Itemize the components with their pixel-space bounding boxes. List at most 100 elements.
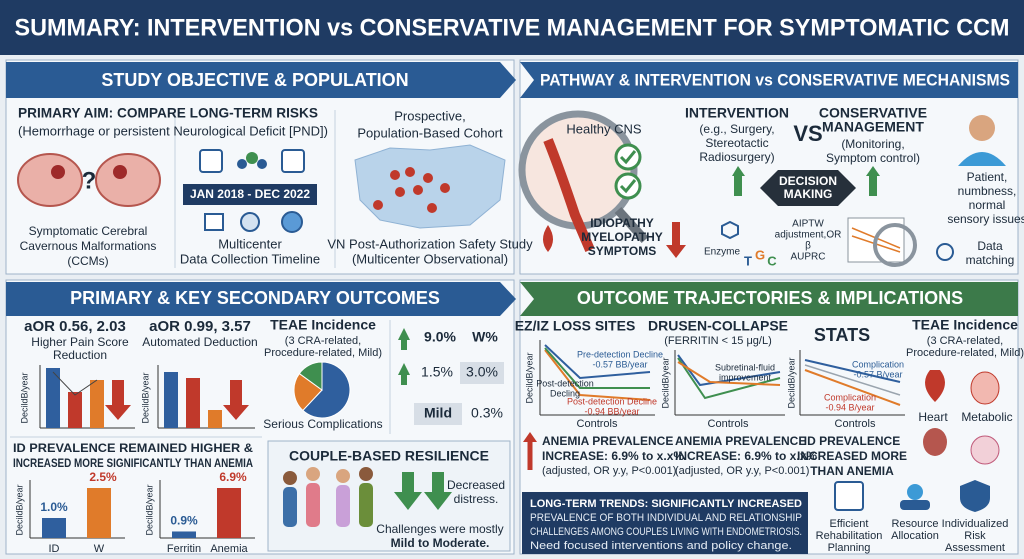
bar (217, 488, 241, 538)
label: CHALLENGES AMONG COUPLES LIVING WITH END… (530, 526, 802, 538)
label: (3 CRA-related, (285, 335, 361, 347)
pie-slice (293, 372, 323, 412)
label: PREVALENCE OF BOTH INDIVIDUAL AND RELATI… (530, 512, 802, 524)
section-heading: STUDY OBJECTIVE & POPULATION (101, 70, 408, 90)
panel-header (6, 282, 516, 316)
up-arrow (523, 432, 537, 442)
kidney-icon (923, 428, 947, 456)
bar-shape (68, 392, 82, 428)
label: Data Collection Timeline (180, 251, 320, 266)
label: TEAE Incidence (912, 317, 1018, 333)
label: β (805, 241, 811, 252)
molecule-icon (721, 220, 739, 240)
panel-header (520, 62, 1018, 98)
globe-icon (281, 211, 303, 233)
label: Mild to Moderate. (391, 536, 490, 550)
label: Cavernous Malformations (20, 239, 157, 253)
check-icon (614, 143, 642, 171)
label: Decreased (447, 478, 505, 492)
people-icon (240, 212, 260, 232)
label: Multicenter (218, 236, 282, 251)
patient-icon (969, 115, 995, 141)
people-icon (257, 159, 267, 169)
stat-value: Mild (424, 405, 452, 421)
label: (adjusted, OR y.y, P<0.001) (675, 465, 809, 477)
value-label: 1.0% (40, 500, 68, 514)
stat-value: 9.0% (424, 329, 456, 345)
map-pins (373, 167, 450, 213)
label: (Multicenter Observational) (352, 251, 508, 266)
label: Complication (824, 392, 876, 402)
aim-detail: (Hemorrhage or persistent Neurological D… (18, 123, 328, 138)
data-icon (936, 243, 954, 261)
stat-value: 3.0% (466, 364, 498, 380)
base-letter: C (767, 253, 777, 268)
clipboard-icon (834, 481, 864, 511)
page-title: SUMMARY: INTERVENTION vs CONSERVATIVE MA… (15, 14, 1010, 41)
bar (172, 531, 196, 538)
label: ANEMIA PREVALENCE (542, 434, 673, 448)
up-arrow (869, 176, 877, 196)
axis-label: DecildB/year (524, 352, 534, 403)
people-icons (283, 467, 373, 527)
section-heading: PRIMARY & KEY SECONDARY OUTCOMES (70, 288, 440, 308)
label: Allocation (891, 530, 939, 542)
label: IDIOPATHY (590, 216, 654, 230)
label: Controls (577, 418, 618, 430)
label: Individualized (942, 518, 1009, 530)
label: Data (977, 239, 1003, 253)
lesion-icon (51, 165, 65, 179)
trend-line (544, 344, 651, 380)
label: Symptom control) (826, 151, 920, 165)
timeline: JAN 2018 - DEC 2022 (190, 187, 310, 201)
label: Healthy CNS (566, 121, 641, 136)
label: DRUSEN-COLLAPSE (648, 318, 788, 334)
trend-line (52, 371, 98, 396)
label: Metabolic (961, 410, 1012, 424)
aim: PRIMARY AIM: COMPARE LONG-TERM RISKS (18, 105, 318, 121)
pie-slice (302, 361, 351, 419)
category-label: Ferritin (167, 543, 201, 555)
label: MAKING (784, 187, 833, 201)
timeline-box (183, 184, 317, 205)
stat-value: 0.3% (471, 405, 503, 421)
label: Stereotactic (705, 136, 768, 150)
trend-line (804, 364, 901, 396)
label: ANEMIA PREVALENCE (675, 434, 806, 448)
up-arrow (398, 328, 410, 340)
axis-label: DecildB/year (660, 357, 670, 408)
down-arrow (223, 380, 249, 420)
label: Radiosurgery) (699, 150, 774, 164)
axis-label: DecildB/year (19, 372, 29, 423)
label: Serious Complications (263, 417, 382, 431)
label: -0.94 BB/year (584, 406, 639, 416)
brain-icon (95, 153, 161, 207)
magnifier (873, 223, 917, 267)
check (619, 150, 637, 165)
label: (adjusted, OR y.y, P<0.001) (542, 465, 676, 477)
label: ID PREVALENCE (804, 434, 900, 448)
spine (543, 138, 595, 252)
bar-shape (164, 372, 178, 428)
label: matching (966, 253, 1015, 267)
bar-shape (186, 378, 200, 428)
label: INCREASED MORE SIGNIFICANTLY THAN ANEMIA (13, 456, 253, 470)
base-letter: G (755, 247, 765, 262)
value-box (460, 362, 504, 384)
label: adjustment,OR (775, 230, 842, 241)
axis-label: DecildB/year (140, 372, 150, 423)
label: Higher Pain Score (31, 335, 129, 349)
trend-line (544, 347, 650, 389)
label: MANAGEMENT (822, 119, 924, 135)
label: Efficient (830, 518, 869, 530)
label: Population-Based Cohort (357, 125, 503, 140)
trend-line (677, 354, 781, 387)
down-arrow (105, 380, 131, 420)
trend-line (804, 369, 901, 406)
label: distress. (454, 492, 499, 506)
label: (CCMs) (67, 254, 108, 268)
value-label: 2.5% (89, 470, 117, 484)
label: Controls (708, 418, 749, 430)
